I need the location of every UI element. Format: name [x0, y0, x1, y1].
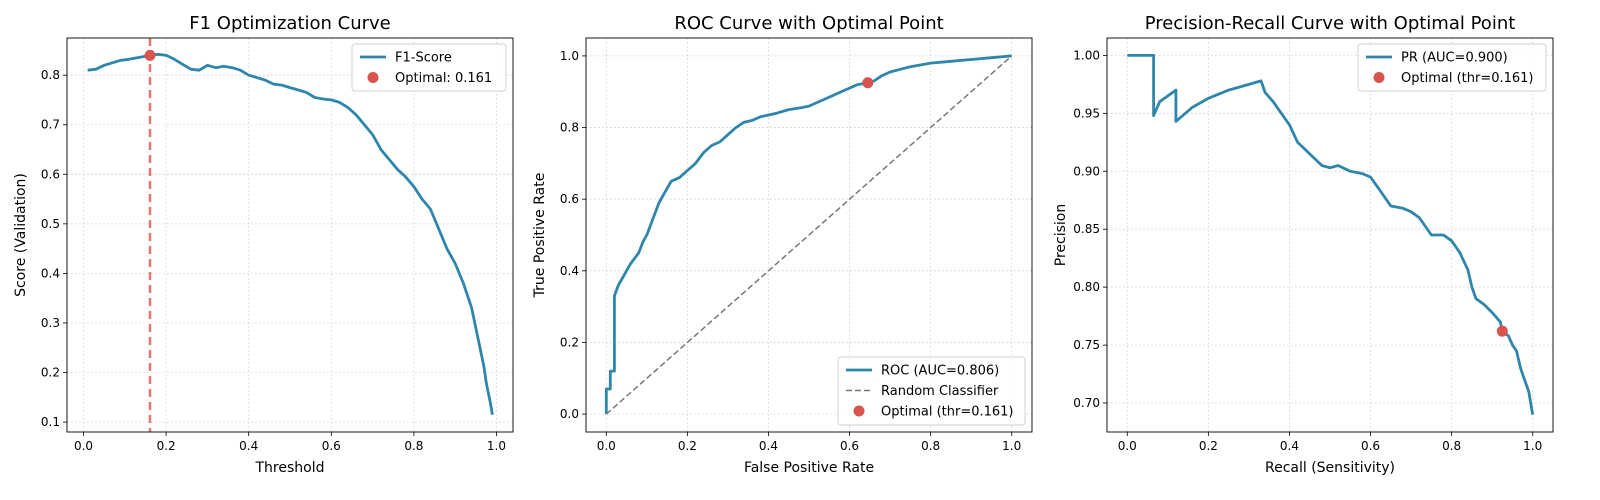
- x-tick-label: 0.4: [1280, 439, 1299, 453]
- legend-swatch-point: [1373, 72, 1385, 83]
- legend-label: ROC (AUC=0.806): [881, 364, 999, 379]
- series-line-3: [1127, 54, 1535, 415]
- y-tick-label: 0.1: [41, 415, 60, 429]
- y-tick-label: 0.4: [41, 266, 60, 280]
- x-tick-label: 0.0: [74, 439, 93, 453]
- x-axis-label: False Positive Rate: [744, 460, 874, 476]
- x-tick-label: 0.8: [921, 439, 940, 453]
- x-tick-label: 0.2: [157, 439, 176, 453]
- y-tick-label: 0.5: [41, 217, 60, 231]
- x-tick-label: 0.4: [759, 439, 778, 453]
- chart-panel-3: 0.0 0.2 0.4 0.6 0.8 1.0 0.70 0.75 0.80 0.85 0.90 0.…: [1053, 13, 1554, 476]
- y-tick-label: 0.80: [1073, 280, 1100, 294]
- legend-label: F1-Score: [395, 51, 452, 66]
- legend-swatch-point: [853, 405, 865, 417]
- x-tick-label: 0.8: [1442, 439, 1461, 453]
- series-line-1: [87, 53, 494, 415]
- optimal-point: [862, 77, 874, 89]
- y-tick-label: 0.0: [560, 407, 579, 421]
- legend-label: PR (AUC=0.900): [1401, 51, 1508, 66]
- legend: PR (AUC=0.900) Optimal (thr=0.161): [1357, 43, 1547, 92]
- legend-swatch-point: [367, 72, 379, 83]
- chart-panel-1: 0.0 0.2 0.4 0.6 0.8 1.0 0.1 0.2 0.3 0.4 0.5 0.6 0.7 0…: [13, 13, 514, 476]
- chart-panel-2: 0.0 0.2 0.4 0.6 0.8 1.0 0.0 0.2 0.4 0.6 0.8 1.0 ROC …: [532, 13, 1033, 476]
- legend-label: Optimal (thr=0.161): [881, 405, 1014, 420]
- x-tick-label: 0.6: [322, 439, 341, 453]
- random-classifier-line: [605, 55, 1013, 415]
- legend: ROC (AUC=0.806) Random Classifier Optimal …: [837, 356, 1026, 426]
- axes-frame: [1106, 37, 1554, 433]
- y-tick-label: 0.3: [41, 316, 60, 330]
- legend-label: Optimal (thr=0.161): [1401, 71, 1534, 86]
- x-tick-label: 0.2: [678, 439, 697, 453]
- legend: F1-Score Optimal: 0.161: [351, 43, 507, 92]
- y-tick-label: 0.90: [1073, 164, 1100, 178]
- x-tick-label: 0.0: [1118, 439, 1137, 453]
- y-tick-label: 0.7: [41, 118, 60, 132]
- chart-title: Precision-Recall Curve with Optimal Poin…: [1145, 13, 1516, 34]
- x-axis-label: Threshold: [255, 460, 325, 476]
- legend-box: [351, 43, 507, 92]
- y-tick-label: 1.00: [1073, 48, 1100, 62]
- y-tick-label: 0.70: [1073, 396, 1100, 410]
- y-tick-label: 1.0: [560, 49, 579, 63]
- axes-frame: [585, 37, 1033, 433]
- y-tick-label: 0.2: [560, 335, 579, 349]
- x-tick-label: 0.8: [404, 439, 423, 453]
- axes-frame: [66, 37, 514, 433]
- y-tick-label: 0.8: [41, 68, 60, 82]
- x-tick-label: 1.0: [1002, 439, 1021, 453]
- y-tick-label: 0.75: [1073, 338, 1100, 352]
- legend-box: [837, 356, 1026, 426]
- y-axis-label: True Positive Rate: [532, 173, 548, 299]
- legend-label: Optimal: 0.161: [395, 71, 492, 86]
- chart-title: F1 Optimization Curve: [189, 13, 391, 34]
- y-tick-label: 0.85: [1073, 222, 1100, 236]
- x-tick-label: 0.0: [597, 439, 616, 453]
- x-axis-label: Recall (Sensitivity): [1265, 460, 1395, 476]
- x-tick-label: 0.6: [1361, 439, 1380, 453]
- x-tick-label: 0.4: [239, 439, 258, 453]
- x-tick-label: 0.2: [1199, 439, 1218, 453]
- y-tick-label: 0.2: [41, 366, 60, 380]
- optimal-point: [144, 49, 156, 61]
- legend-label: Random Classifier: [881, 384, 999, 399]
- y-tick-label: 0.95: [1073, 106, 1100, 120]
- x-tick-label: 1.0: [487, 439, 506, 453]
- chart-title: ROC Curve with Optimal Point: [674, 13, 943, 34]
- y-tick-label: 0.4: [560, 264, 579, 278]
- x-tick-label: 1.0: [1523, 439, 1542, 453]
- legend-box: [1357, 43, 1547, 92]
- x-tick-label: 0.6: [840, 439, 859, 453]
- y-axis-label: Precision: [1053, 204, 1069, 266]
- y-axis-label: Score (Validation): [13, 173, 29, 297]
- y-tick-label: 0.6: [41, 167, 60, 181]
- optimal-point: [1496, 325, 1508, 337]
- y-tick-label: 0.6: [560, 192, 579, 206]
- y-tick-label: 0.8: [560, 121, 579, 135]
